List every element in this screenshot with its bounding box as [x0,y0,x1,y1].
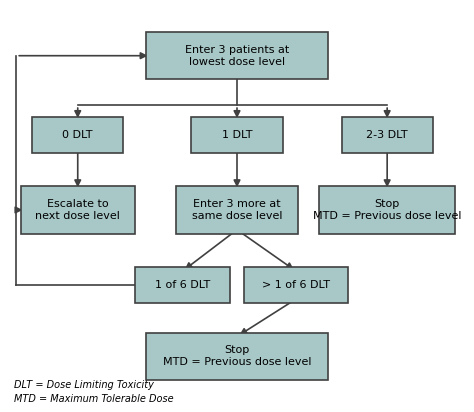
Text: > 1 of 6 DLT: > 1 of 6 DLT [262,280,330,290]
FancyBboxPatch shape [342,117,433,152]
FancyBboxPatch shape [244,267,348,303]
Text: 1 of 6 DLT: 1 of 6 DLT [155,280,210,290]
FancyBboxPatch shape [191,117,283,152]
FancyBboxPatch shape [146,332,328,380]
FancyBboxPatch shape [146,32,328,80]
FancyBboxPatch shape [319,186,456,234]
Text: Enter 3 more at
same dose level: Enter 3 more at same dose level [192,199,282,221]
Text: MTD = Maximum Tolerable Dose: MTD = Maximum Tolerable Dose [14,394,173,404]
Text: Enter 3 patients at
lowest dose level: Enter 3 patients at lowest dose level [185,45,289,66]
FancyBboxPatch shape [32,117,123,152]
Text: DLT = Dose Limiting Toxicity: DLT = Dose Limiting Toxicity [14,380,154,390]
Text: 0 DLT: 0 DLT [63,130,93,140]
Text: 1 DLT: 1 DLT [222,130,252,140]
Text: 2-3 DLT: 2-3 DLT [366,130,408,140]
Text: Escalate to
next dose level: Escalate to next dose level [35,199,120,221]
FancyBboxPatch shape [135,267,230,303]
FancyBboxPatch shape [21,186,135,234]
FancyBboxPatch shape [175,186,299,234]
Text: Stop
MTD = Previous dose level: Stop MTD = Previous dose level [313,199,461,221]
Text: Stop
MTD = Previous dose level: Stop MTD = Previous dose level [163,346,311,367]
